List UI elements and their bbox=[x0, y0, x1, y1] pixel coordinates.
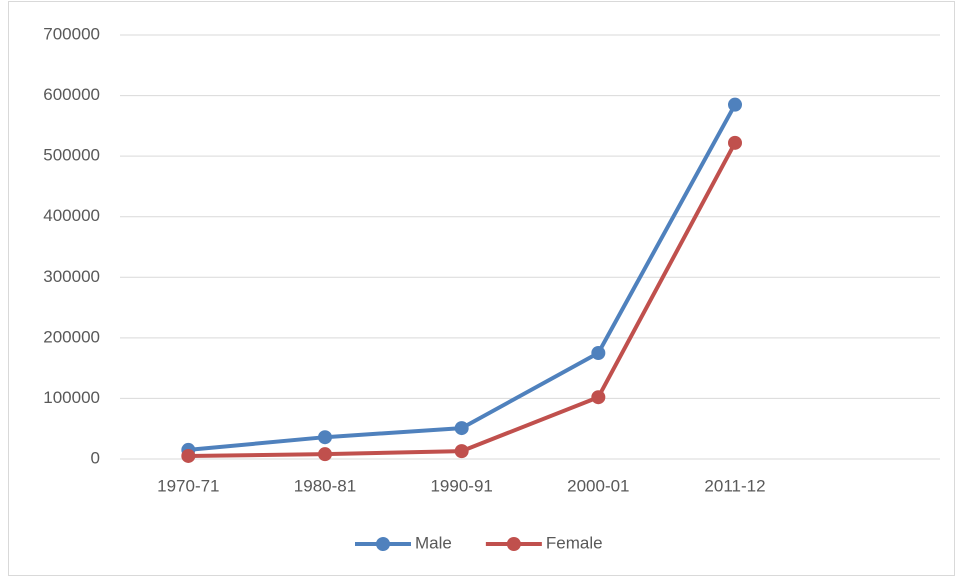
y-tick-label: 200000 bbox=[43, 327, 100, 346]
data-point bbox=[318, 447, 332, 462]
x-tick-label: 1970-71 bbox=[157, 476, 219, 495]
x-tick-label: 2011-12 bbox=[704, 476, 765, 495]
data-point bbox=[181, 448, 196, 463]
data-point bbox=[728, 135, 742, 150]
legend-marker bbox=[506, 537, 521, 551]
data-point bbox=[591, 390, 606, 405]
data-point bbox=[591, 346, 606, 360]
x-tick-label: 1990-91 bbox=[430, 476, 492, 495]
legend-label: Female bbox=[546, 533, 603, 552]
x-tick-label: 1980-81 bbox=[294, 476, 356, 495]
y-tick-label: 300000 bbox=[43, 267, 100, 286]
data-point bbox=[454, 444, 469, 459]
y-tick-label: 500000 bbox=[43, 146, 100, 165]
y-tick-label: 700000 bbox=[43, 24, 100, 43]
y-tick-label: 400000 bbox=[43, 206, 100, 225]
data-point bbox=[728, 97, 742, 112]
legend-label: Male bbox=[415, 533, 452, 552]
legend-marker bbox=[376, 537, 390, 551]
y-tick-label: 0 bbox=[91, 448, 100, 467]
data-point bbox=[318, 430, 332, 445]
chart-border bbox=[8, 1, 955, 576]
data-point bbox=[454, 421, 469, 436]
y-tick-label: 100000 bbox=[43, 388, 100, 407]
y-tick-label: 600000 bbox=[43, 85, 100, 104]
x-tick-label: 2000-01 bbox=[567, 476, 629, 495]
